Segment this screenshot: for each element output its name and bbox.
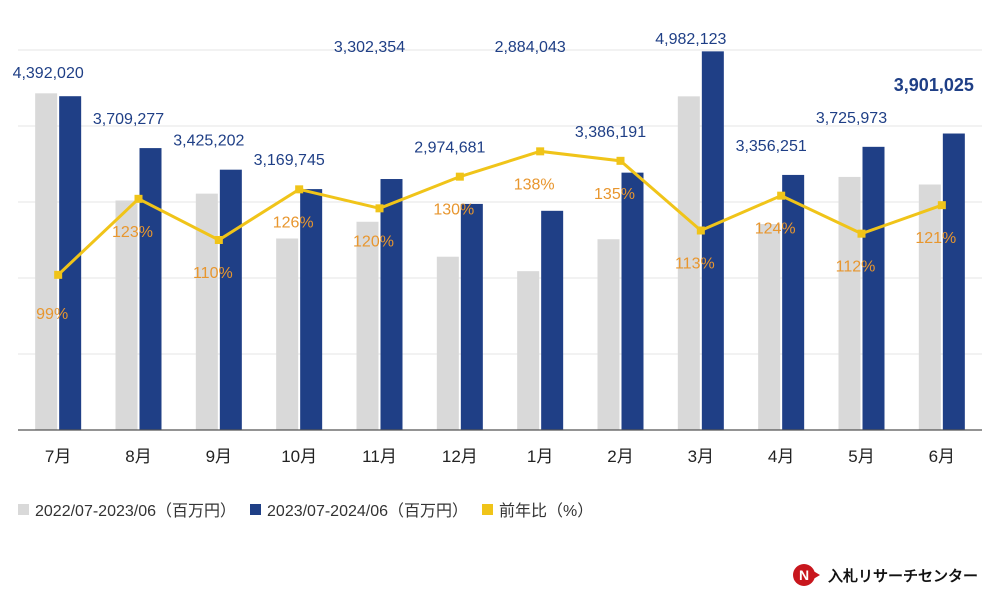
x-tick-label-1: 7月 [45, 447, 71, 466]
ratio-label-6: 130% [433, 202, 474, 219]
ratio-label-2: 123% [112, 224, 153, 241]
x-tick-label-9: 3月 [688, 447, 714, 466]
bar-current-year-10 [782, 174, 805, 430]
ratio-line [57, 149, 943, 276]
brand-name: 入札リサーチセンター [827, 567, 978, 585]
bar-current-year-2 [139, 148, 162, 430]
ratio-label-10: 124% [755, 221, 796, 238]
bar-prev-year-1 [35, 93, 58, 430]
ratio-point-11 [857, 229, 866, 238]
legend-item-prev-year: 2022/07-2023/06（百万円） [18, 497, 236, 521]
legend-item-ratio: 前年比（%） [482, 497, 593, 521]
bar-current-year-11 [862, 146, 885, 430]
ratio-label-8: 135% [594, 186, 635, 203]
value-label-4: 3,169,745 [254, 152, 325, 169]
legend-swatch-ratio [482, 503, 494, 515]
legend-item-current-year: 2023/07-2024/06（百万円） [250, 497, 468, 521]
bar-prev-year-3 [195, 193, 218, 430]
bar-prev-year-12 [918, 184, 941, 430]
ratio-point-5 [375, 204, 384, 213]
ratio-point-3 [214, 236, 223, 244]
bar-current-year-5 [380, 179, 403, 430]
bar-prev-year-10 [758, 224, 781, 430]
value-label-8: 3,386,191 [575, 124, 646, 141]
ratio-point-1 [54, 270, 63, 279]
legend-label-prev-year: 2022/07-2023/06（百万円） [35, 503, 237, 520]
value-label-5: 3,302,354 [334, 39, 405, 56]
value-label-11: 3,725,973 [816, 110, 887, 127]
x-tick-label-7: 1月 [527, 447, 553, 466]
x-tick-label-6: 12月 [442, 447, 478, 466]
x-tick-label-10: 4月 [768, 447, 794, 466]
ratio-label-7: 138% [514, 176, 555, 193]
ratio-label-5: 120% [353, 233, 394, 250]
ratio-point-7 [536, 147, 545, 156]
ratio-point-10 [777, 191, 786, 200]
legend-swatch-current-year [250, 503, 262, 515]
bar-prev-year-11 [838, 176, 861, 430]
brand: N 入札リサーチセンター [792, 563, 978, 587]
x-tick-label-12: 6月 [929, 447, 955, 466]
x-tick-label-11: 5月 [848, 447, 874, 466]
x-tick-label-8: 2月 [607, 447, 633, 466]
bar-prev-year-5 [356, 221, 379, 430]
value-label-3: 3,425,202 [173, 133, 244, 150]
value-label-2: 3,709,277 [93, 111, 164, 128]
legend-label-current-year: 2023/07-2024/06（百万円） [267, 503, 469, 520]
value-label-12: 3,901,025 [894, 75, 974, 95]
value-label-9: 4,982,123 [655, 31, 726, 48]
ratio-point-2 [134, 194, 143, 203]
x-tick-label-5: 11月 [362, 447, 397, 466]
bar-prev-year-2 [115, 200, 138, 430]
bar-prev-year-7 [517, 271, 540, 430]
bar-prev-year-4 [276, 238, 299, 430]
ratio-point-4 [295, 185, 304, 194]
ratio-label-9: 113% [675, 256, 715, 273]
value-label-7: 2,884,043 [495, 39, 566, 56]
x-tick-label-2: 8月 [125, 447, 151, 466]
legend-swatch-prev-year [18, 503, 29, 515]
value-label-1: 4,392,020 [13, 65, 84, 82]
bar-current-year-9 [701, 51, 724, 431]
bar-prev-year-9 [677, 96, 700, 431]
chart-canvas: 7月 8月 9月 10月 11月 12月 1月 2月 3月 4月 5月 6月 4,392,020 3,70… [13, 31, 982, 466]
ratio-label-1: 99% [36, 306, 68, 323]
svg-text:N: N [799, 567, 809, 583]
brand-logo-icon: N [792, 564, 820, 586]
ratio-label-3: 110% [193, 265, 233, 282]
ratio-label-4: 126% [273, 214, 314, 231]
bar-current-year-4 [300, 189, 323, 430]
bar-current-year-6 [460, 203, 483, 430]
ratio-point-12 [937, 201, 946, 210]
ratio-point-8 [616, 156, 625, 165]
x-tick-label-4: 10月 [281, 447, 317, 466]
bar-prev-year-8 [597, 239, 620, 430]
bar-current-year-7 [541, 210, 564, 430]
value-label-10: 3,356,251 [736, 138, 807, 155]
legend: 2022/07-2023/06（百万円） 2023/07-2024/06（百万円… [18, 497, 593, 521]
ratio-label-11: 112% [836, 259, 876, 276]
value-label-6: 2,974,681 [414, 140, 485, 157]
x-tick-label-3: 9月 [206, 447, 232, 466]
ratio-label-12: 121% [915, 230, 956, 247]
ratio-point-9 [696, 226, 705, 235]
bar-current-year-12 [942, 133, 965, 430]
bar-current-year-3 [219, 169, 242, 431]
bar-current-year-8 [621, 172, 644, 431]
bar-prev-year-6 [436, 256, 459, 430]
ratio-point-6 [455, 172, 464, 181]
legend-label-ratio: 前年比（%） [499, 503, 594, 520]
